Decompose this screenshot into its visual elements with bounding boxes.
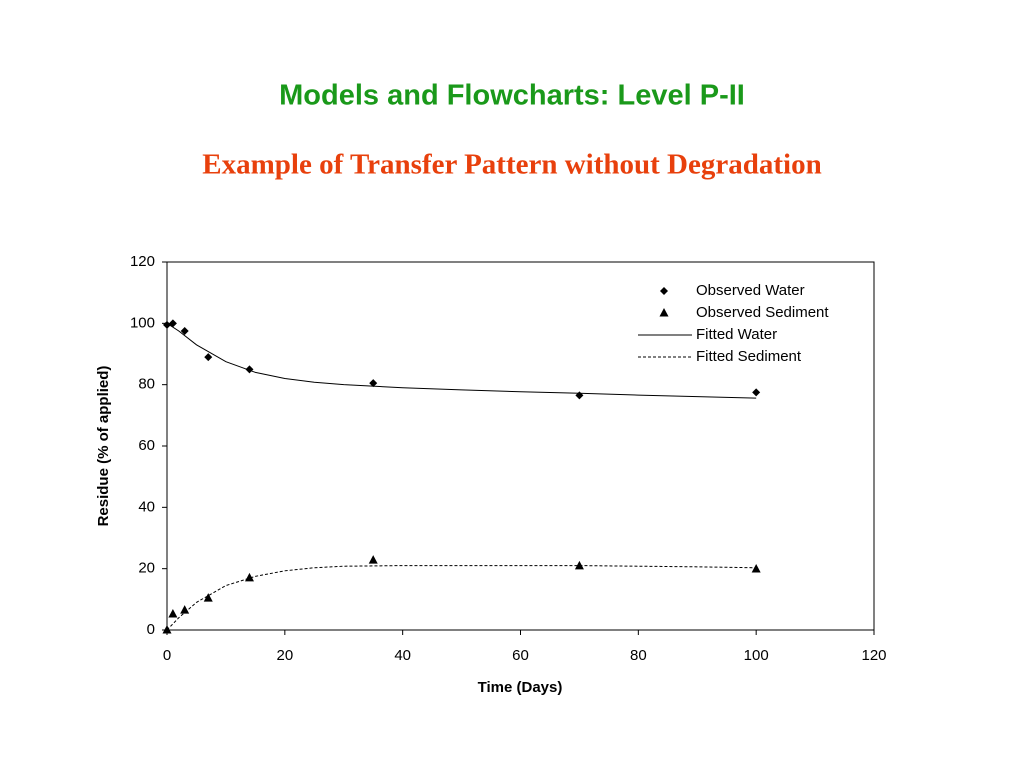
marker-triangle (203, 593, 213, 602)
fitted-line-dashed (166, 565, 757, 631)
marker-triangle (180, 605, 190, 614)
marker-diamond (168, 319, 177, 328)
marker-diamond (369, 379, 378, 388)
x-tick-label: 40 (394, 647, 411, 664)
legend-label: Fitted Water (696, 326, 777, 343)
x-tick-label: 80 (630, 647, 647, 664)
y-tick-label: 20 (138, 560, 155, 577)
x-tick-label: 60 (512, 647, 529, 664)
x-tick-label: 0 (163, 647, 171, 664)
x-tick-label: 120 (861, 647, 886, 664)
marker-triangle (751, 563, 761, 573)
legend-label: Fitted Sediment (696, 348, 802, 365)
slide-subtitle: Example of Transfer Pattern without Degr… (202, 149, 821, 181)
marker-diamond (163, 320, 171, 329)
marker-diamond (575, 391, 584, 400)
x-axis-label: Time (Days) (478, 679, 563, 696)
fitted-line (166, 322, 757, 399)
marker-diamond (180, 327, 189, 335)
y-tick-label: 40 (138, 498, 155, 515)
marker-triangle (368, 555, 378, 564)
legend-marker (660, 287, 668, 295)
legend-marker (659, 308, 669, 317)
marker-diamond (752, 388, 761, 397)
y-tick-label: 120 (130, 253, 155, 270)
legend-label: Observed Sediment (696, 304, 829, 321)
marker-triangle (168, 609, 178, 618)
marker-triangle (574, 560, 584, 570)
y-tick-label: 60 (138, 437, 155, 454)
y-tick-label: 100 (130, 314, 155, 331)
y-axis-label: Residue (% of applied) (95, 366, 112, 527)
marker-diamond (204, 353, 213, 362)
slide-title: Models and Flowcharts: Level P-II (279, 80, 745, 112)
y-tick-label: 80 (138, 376, 155, 393)
marker-triangle (162, 625, 172, 634)
legend-label: Observed Water (696, 282, 805, 299)
y-tick-label: 0 (147, 621, 155, 638)
x-tick-label: 20 (276, 647, 293, 664)
x-tick-label: 100 (744, 647, 769, 664)
